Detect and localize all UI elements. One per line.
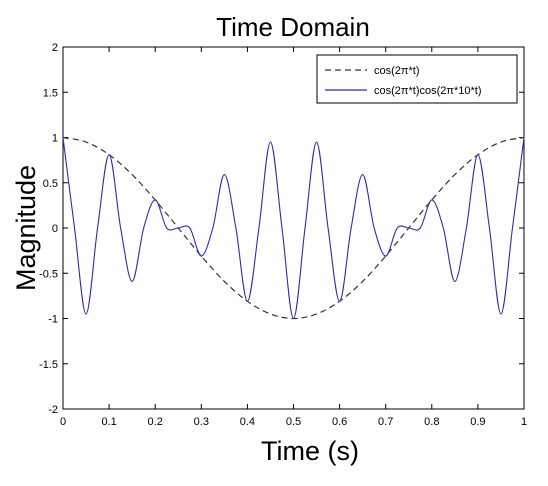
series-layer: [62, 136, 525, 320]
x-axis-label: Time (s): [261, 436, 359, 466]
y-tick-label: 0.5: [43, 178, 58, 190]
y-axis: -2 -1.5 -1 -0.5 0 0.5 1 1.5 2: [39, 42, 524, 416]
x-tick-label: 0.1: [101, 416, 116, 428]
legend: cos(2π*t) cos(2π*t)cos(2π*10*t): [316, 54, 518, 104]
x-tick-label: 0.6: [332, 416, 347, 428]
y-tick-label: -1.5: [39, 359, 58, 371]
x-tick-label: 0.2: [148, 416, 163, 428]
y-tick-label: 0: [52, 223, 58, 235]
y-tick-label: 1.5: [43, 87, 58, 99]
x-tick-label: 0: [60, 416, 66, 428]
x-tick-label: 0.3: [194, 416, 209, 428]
x-tick-label: 0.5: [286, 416, 301, 428]
x-tick-label: 0.9: [470, 416, 485, 428]
series-product-line: [62, 137, 525, 320]
legend-label-cos: cos(2π*t): [374, 65, 420, 77]
x-tick-label: 0.4: [240, 416, 255, 428]
y-axis-label: Magnitude: [11, 165, 41, 291]
y-tick-label: -2: [48, 404, 58, 416]
chart-title: Time Domain: [216, 12, 370, 42]
x-tick-label: 1: [521, 416, 527, 428]
y-tick-label: -1: [48, 314, 58, 326]
x-axis: 0 0.1 0.2 0.3 0.4 0.5 0.6 0.7 0.8 0.9 1: [60, 47, 527, 428]
y-tick-label: 2: [52, 42, 58, 54]
x-tick-label: 0.7: [378, 416, 393, 428]
y-tick-label: 1: [52, 133, 58, 145]
legend-box: [316, 54, 518, 104]
x-tick-label: 0.8: [424, 416, 439, 428]
y-tick-label: -0.5: [39, 268, 58, 280]
legend-label-product: cos(2π*t)cos(2π*10*t): [374, 85, 482, 97]
plot-area: [62, 46, 525, 410]
